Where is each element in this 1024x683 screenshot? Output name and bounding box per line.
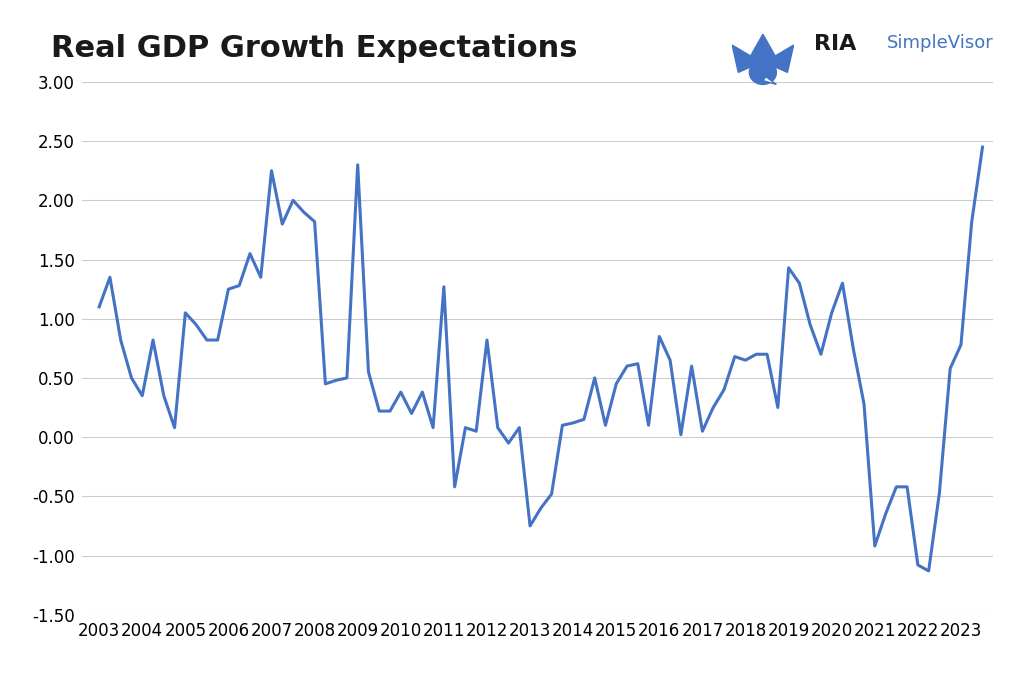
Polygon shape — [763, 76, 776, 85]
Circle shape — [750, 60, 776, 85]
Text: Real GDP Growth Expectations: Real GDP Growth Expectations — [51, 34, 578, 63]
Polygon shape — [732, 34, 794, 72]
Text: SimpleVisor: SimpleVisor — [887, 34, 993, 52]
Text: RIA: RIA — [814, 34, 856, 54]
